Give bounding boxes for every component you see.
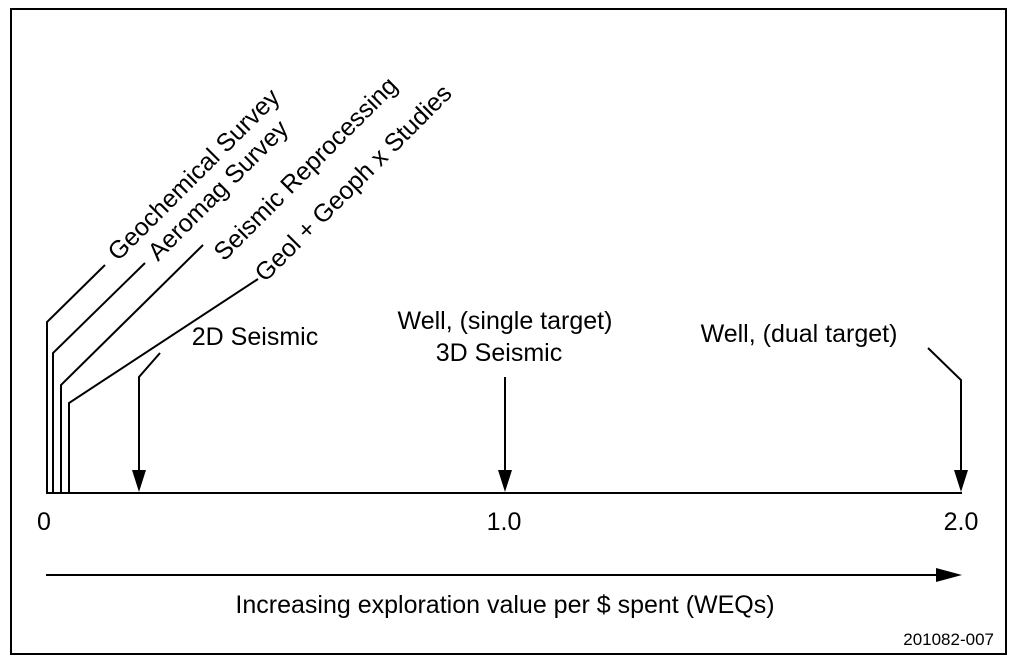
label-well-single-target: Well, (single target) [398, 307, 613, 335]
tick-label-0: 0 [37, 508, 51, 536]
tick-label-2: 2.0 [944, 508, 979, 536]
arrow-well-dual [927, 347, 962, 478]
leader-aeromag [52, 262, 146, 493]
leader-geochemical [46, 264, 106, 493]
tick-label-1: 1.0 [487, 508, 522, 536]
leader-geol-geoph [68, 278, 259, 493]
label-geochemical-survey: Geochemical Survey [102, 83, 285, 266]
figure-id: 201082-007 [903, 630, 994, 649]
arrowhead-well-dual [954, 470, 968, 492]
arrowhead-2d-seismic [132, 470, 146, 492]
axis-caption: Increasing exploration value per $ spent… [235, 591, 774, 619]
label-2d-seismic: 2D Seismic [192, 323, 318, 351]
label-3d-seismic: 3D Seismic [436, 339, 562, 367]
leader-reprocessing [60, 244, 204, 493]
label-well-dual-target: Well, (dual target) [701, 320, 898, 348]
arrowhead-well-single [498, 470, 512, 492]
arrow-2d-seismic [138, 352, 161, 478]
figure-frame [10, 8, 1007, 655]
bottom-arrowhead [936, 568, 962, 582]
